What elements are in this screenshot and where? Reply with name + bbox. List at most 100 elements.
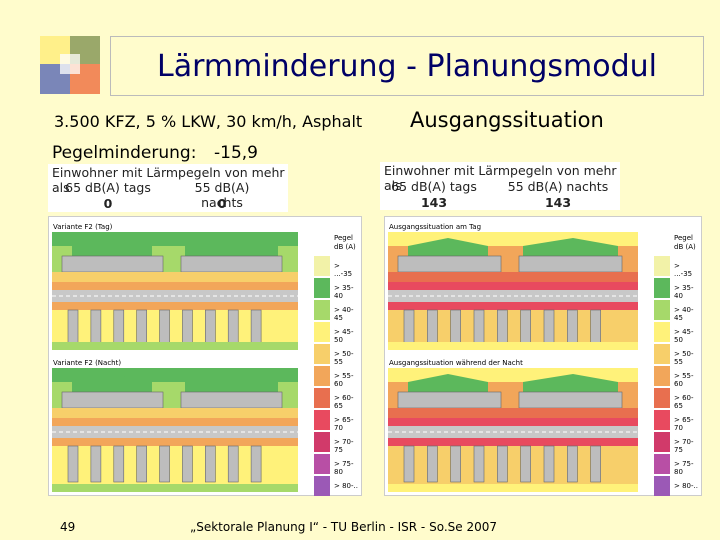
left-legend-label: > 35-40 bbox=[334, 284, 354, 300]
left-legend-swatch bbox=[314, 476, 330, 496]
building bbox=[520, 309, 531, 347]
left-night-value: 0 bbox=[217, 196, 227, 211]
left-legend-label: > 70-75 bbox=[334, 438, 354, 454]
left-legend-label: > 40-45 bbox=[334, 306, 354, 322]
left-legend-swatch bbox=[314, 388, 330, 408]
noise-zone bbox=[388, 438, 638, 446]
building bbox=[518, 391, 623, 409]
slide-title: Lärmminderung - Planungsmodul bbox=[157, 49, 657, 84]
noise-zone bbox=[388, 408, 638, 418]
building bbox=[136, 309, 147, 347]
noise-zone bbox=[408, 374, 488, 396]
noise-zone bbox=[408, 238, 488, 260]
left-legend-title: Pegel dB (A) bbox=[334, 234, 356, 251]
right-day-value: 143 bbox=[420, 195, 448, 210]
left-legend-label: > 65-70 bbox=[334, 416, 354, 432]
left-legend-label: > 80-.. bbox=[334, 482, 358, 490]
left-day-caption: Variante F2 (Tag) bbox=[53, 223, 113, 231]
left-legend-swatch bbox=[314, 454, 330, 474]
building bbox=[543, 445, 555, 483]
noise-zone bbox=[52, 272, 298, 282]
right-legend-swatch bbox=[654, 454, 670, 474]
left-legend-label: > ...-35 bbox=[334, 262, 353, 278]
noise-zone bbox=[388, 282, 638, 290]
right-legend-swatch bbox=[654, 322, 670, 342]
noise-zone bbox=[52, 438, 298, 446]
building bbox=[159, 309, 170, 347]
noise-zone bbox=[72, 238, 152, 260]
noise-zone bbox=[523, 374, 618, 396]
right-legend-swatch bbox=[654, 432, 670, 452]
building bbox=[397, 255, 502, 273]
footer-text: „Sektorale Planung I“ - TU Berlin - ISR … bbox=[190, 520, 497, 534]
building bbox=[473, 445, 485, 483]
noise-zone bbox=[52, 484, 298, 492]
left-day-value: 0 bbox=[103, 196, 113, 211]
left-legend-swatch bbox=[314, 300, 330, 320]
left-legend-swatch bbox=[314, 278, 330, 298]
right-legend-label: > 55-60 bbox=[674, 372, 694, 388]
building bbox=[497, 445, 508, 483]
left-legend-swatch bbox=[314, 322, 330, 342]
noise-zone bbox=[388, 302, 638, 310]
left-night-label: 55 dB(A) nachts bbox=[194, 180, 250, 210]
noise-zone bbox=[52, 282, 298, 290]
building bbox=[250, 445, 262, 483]
building bbox=[182, 445, 193, 483]
building bbox=[90, 309, 102, 347]
right-legend-label: > 35-40 bbox=[674, 284, 694, 300]
title-box: Lärmminderung - Planungsmodul bbox=[110, 36, 704, 96]
scenario-parameters: 3.500 KFZ, 5 % LKW, 30 km/h, Asphalt bbox=[54, 112, 363, 131]
building bbox=[180, 255, 283, 273]
right-residents-box: Einwohner mit Lärmpegeln von mehr als 65… bbox=[380, 162, 620, 210]
building bbox=[113, 309, 125, 347]
building bbox=[518, 255, 623, 273]
right-legend-label: > 45-50 bbox=[674, 328, 694, 344]
building bbox=[205, 309, 216, 347]
right-legend-swatch bbox=[654, 278, 670, 298]
building bbox=[543, 309, 555, 347]
building bbox=[61, 255, 164, 273]
right-night-caption: Ausgangssituation während der Nacht bbox=[389, 359, 523, 367]
left-legend-label: > 60-65 bbox=[334, 394, 354, 410]
right-legend-swatch bbox=[654, 388, 670, 408]
right-legend-swatch bbox=[654, 256, 670, 276]
noise-zone bbox=[185, 238, 278, 260]
building bbox=[427, 445, 438, 483]
noise-zone bbox=[388, 272, 638, 282]
building bbox=[497, 309, 508, 347]
right-legend-label: > 60-65 bbox=[674, 394, 694, 410]
left-day-label: 65 dB(A) tags bbox=[65, 180, 151, 195]
right-legend-swatch bbox=[654, 344, 670, 364]
noise-zone bbox=[185, 374, 278, 396]
building bbox=[182, 309, 193, 347]
level-reduction-label: Pegelminderung: bbox=[52, 143, 197, 163]
level-reduction-value: -15,9 bbox=[214, 143, 258, 163]
noise-zone bbox=[52, 418, 298, 426]
right-legend-label: > ...-35 bbox=[674, 262, 693, 278]
building bbox=[520, 445, 531, 483]
building bbox=[136, 445, 147, 483]
building bbox=[450, 445, 461, 483]
building bbox=[113, 445, 125, 483]
building bbox=[427, 309, 438, 347]
building bbox=[590, 309, 601, 347]
building bbox=[67, 309, 79, 347]
noise-zone bbox=[388, 418, 638, 426]
left-night-noise-map bbox=[52, 368, 298, 492]
left-legend-swatch bbox=[314, 344, 330, 364]
right-legend-swatch bbox=[654, 410, 670, 430]
page-number: 49 bbox=[60, 520, 76, 534]
right-night-noise-map bbox=[388, 368, 638, 492]
building bbox=[397, 391, 502, 409]
building bbox=[567, 309, 578, 347]
road bbox=[388, 426, 638, 438]
right-night-value: 143 bbox=[544, 195, 572, 210]
left-legend-swatch bbox=[314, 256, 330, 276]
building bbox=[67, 445, 79, 483]
right-legend-title: Pegel dB (A) bbox=[674, 234, 696, 251]
building bbox=[473, 309, 485, 347]
building bbox=[61, 391, 164, 409]
right-legend-label: > 75-80 bbox=[674, 460, 694, 476]
road bbox=[52, 426, 298, 438]
